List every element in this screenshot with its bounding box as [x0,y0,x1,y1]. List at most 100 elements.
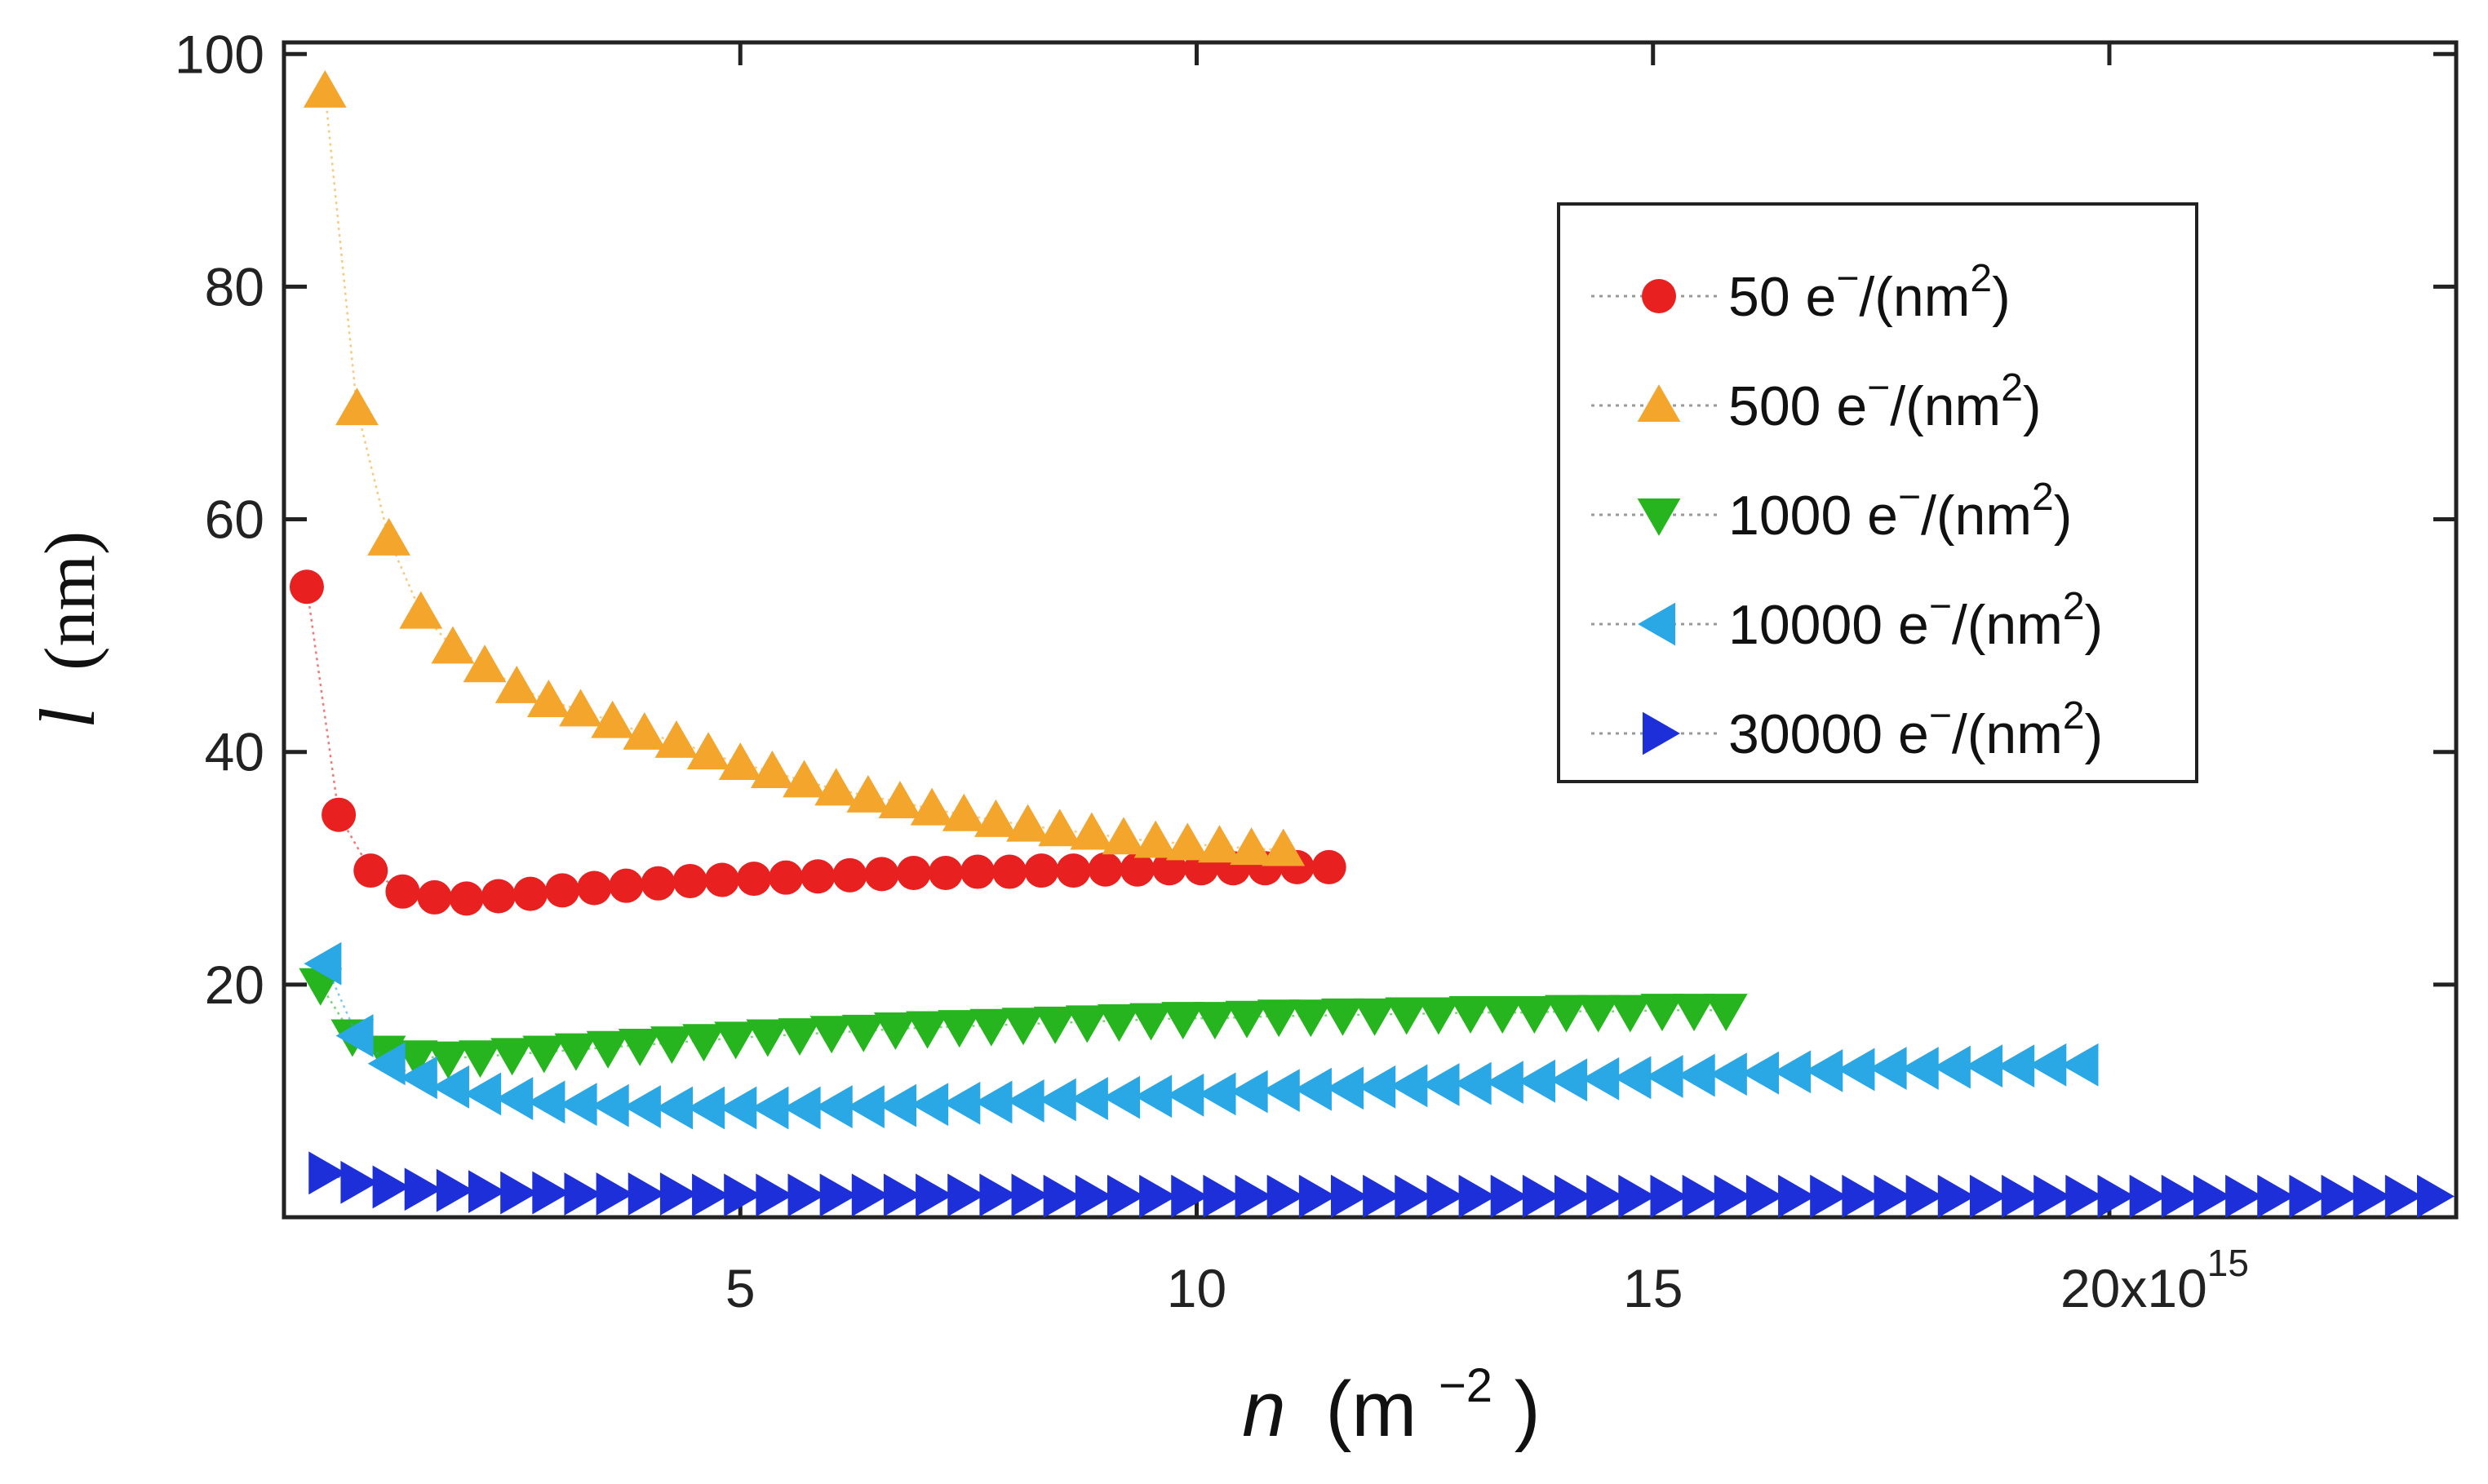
data-point [641,866,676,901]
data-point [1965,1044,2003,1088]
data-point [1613,1056,1652,1100]
data-point [1385,997,1429,1035]
data-point [1257,999,1301,1038]
data-point [1193,1002,1237,1040]
data-point [883,1173,921,1217]
series-line [324,91,1284,851]
data-point [1293,1067,1332,1111]
data-point [308,1151,347,1195]
data-point [367,1042,406,1086]
legend-label: 30000 e−/(nm2) [1728,694,2103,765]
data-point [756,1173,794,1217]
legend-item: 500 e−/(nm2) [1591,366,2042,437]
data-point [481,879,516,914]
data-point [1134,1074,1173,1119]
data-point [353,853,388,888]
data-point [1417,997,1461,1035]
data-point [618,1028,662,1066]
data-point [947,1173,986,1217]
data-point [783,760,826,798]
data-point [394,1040,438,1079]
data-point [1065,1005,1109,1043]
data-point [591,700,635,738]
data-point [1874,1174,1912,1218]
x-axis-unit: (m [1325,1366,1417,1453]
data-point [1869,1047,1907,1090]
data-point [1326,1066,1364,1110]
data-point [490,1038,534,1076]
data-point [979,1173,1018,1217]
data-point [992,854,1027,889]
data-point [1198,1072,1236,1116]
series-50 [289,569,1346,916]
data-point [1358,1065,1396,1109]
data-point [609,868,644,903]
data-point [1107,1174,1145,1218]
data-point [426,1041,470,1079]
data-point [938,1010,982,1048]
x-tick-label: 20x1015 [2060,1242,2249,1318]
data-point [559,1083,597,1127]
x-axis-title: n (m −2 ) [1242,1331,1540,1453]
data-point [1448,996,1492,1034]
data-point [650,1026,694,1065]
x-tick-label: 15 [1623,1258,1683,1318]
data-point [751,1086,789,1130]
data-point [906,1011,949,1049]
legend-label: 10000 e−/(nm2) [1728,585,2103,656]
data-point [655,1086,693,1130]
data-point [1262,828,1306,866]
legend-item: 30000 e−/(nm2) [1591,694,2103,765]
data-point [335,1014,374,1057]
data-point [1745,1174,1784,1218]
data-point [1088,852,1123,887]
data-point [399,591,443,629]
data-point [1033,1006,1077,1044]
data-point [1102,817,1146,855]
legend-label: 50 e−/(nm2) [1728,257,2011,328]
y-axis-unit: (nm) [31,531,110,671]
data-point [1458,1174,1497,1218]
data-point [873,1012,917,1050]
data-point [692,1173,730,1217]
data-point [432,1065,469,1109]
data-point [463,1072,502,1116]
data-point [910,787,954,826]
data-point [1608,995,1652,1033]
data-point [704,862,739,897]
data-point [554,1033,598,1071]
data-point [846,774,890,813]
data-point [564,1172,602,1216]
series-500 [303,69,1306,866]
data-point [436,1168,474,1212]
data-point [1075,1174,1113,1218]
data-point [591,1083,629,1127]
data-point [2161,1174,2199,1218]
data-point [1842,1174,1880,1218]
data-point [1900,1047,1939,1090]
data-point [545,873,580,908]
legend-item: 50 e−/(nm2) [1591,257,2011,328]
data-point [1773,1050,1812,1094]
data-point [1139,1174,1177,1218]
data-point [417,879,452,915]
data-point [686,732,730,770]
data-point [367,517,411,556]
data-point [783,1086,821,1130]
data-point [814,1085,853,1128]
data-point [1230,1070,1268,1114]
data-point [1645,1055,1683,1098]
data-point [1288,999,1333,1038]
data-point [878,781,922,819]
legend-label: 500 e−/(nm2) [1728,366,2042,437]
data-point [1545,995,1588,1033]
data-point [340,1160,379,1204]
x-axis-var: n [1242,1366,1285,1453]
y-tick-label: 40 [205,722,264,782]
data-point [500,1171,539,1215]
data-point [809,1016,854,1054]
series-10000 [304,941,2099,1130]
legend-marker [1637,384,1681,423]
data-point [1453,1061,1492,1105]
